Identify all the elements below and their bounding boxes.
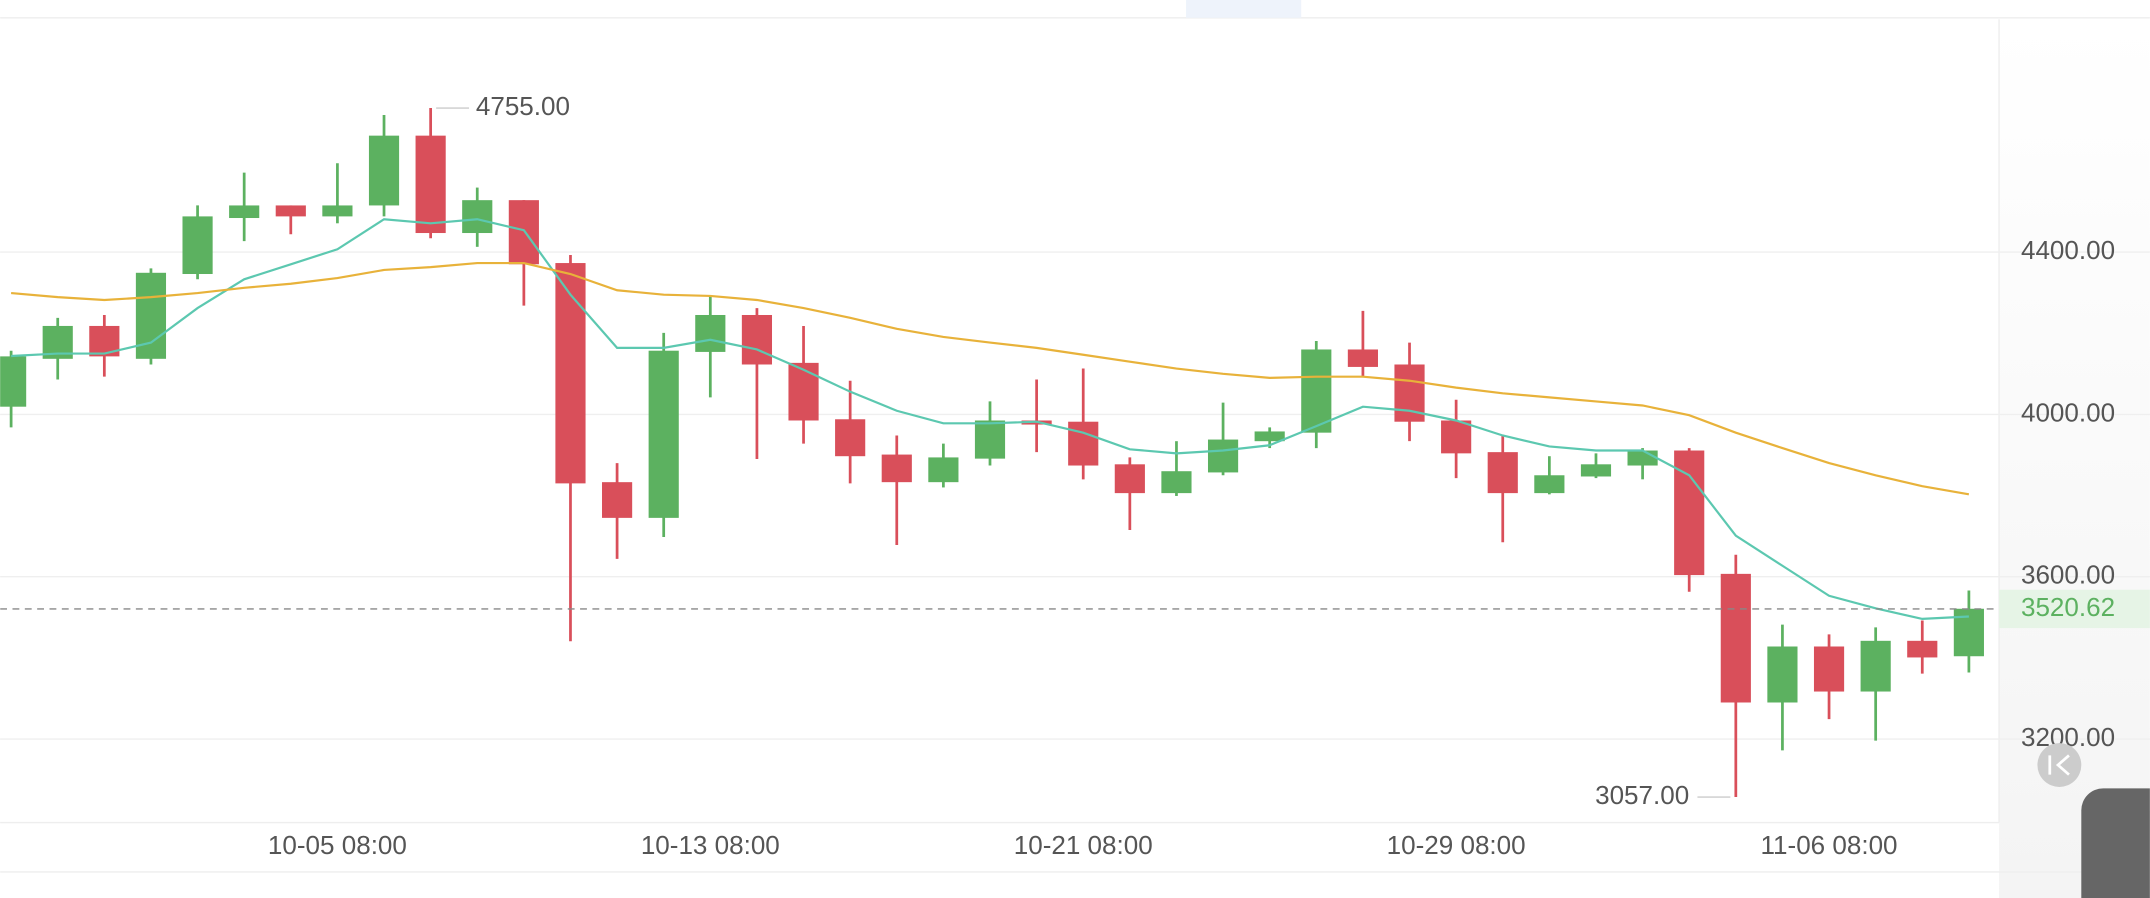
candle-body <box>1627 450 1658 466</box>
candle-body <box>881 454 912 483</box>
candle-body <box>1301 349 1332 433</box>
grid <box>0 251 2150 740</box>
plot-area <box>0 108 2000 798</box>
scroll-icon <box>2048 754 2070 776</box>
candle-body <box>1161 471 1192 494</box>
candle-body <box>928 457 959 483</box>
candle-body <box>0 356 27 407</box>
candle-body <box>1860 640 1891 692</box>
high-annotation: 4755.00 <box>476 91 570 121</box>
y-tick-label: 4000.00 <box>2021 397 2115 427</box>
low-annotation: 3057.00 <box>1595 780 1689 810</box>
candle-body <box>1114 464 1145 494</box>
current-price-label: 3520.62 <box>2021 592 2115 622</box>
candle-body <box>1720 573 1751 703</box>
candle-body <box>1674 450 1705 576</box>
moving-average-line <box>11 261 1970 496</box>
candle-body <box>1441 420 1472 454</box>
candle-body <box>648 350 679 518</box>
candle-body <box>695 314 726 352</box>
y-tick-label: 3600.00 <box>2021 560 2115 590</box>
candle-body <box>1813 646 1845 692</box>
candle-body <box>508 200 539 265</box>
x-tick-label: 10-05 08:00 <box>268 830 407 860</box>
candle-body <box>1347 349 1378 367</box>
candle-body <box>1487 452 1518 494</box>
moving-average-line <box>11 218 1969 621</box>
y-tick-label: 4400.00 <box>2021 235 2115 265</box>
candle-body <box>741 314 773 365</box>
candle-body <box>835 419 866 457</box>
x-tick-label: 10-29 08:00 <box>1387 830 1526 860</box>
candle-body <box>1580 464 1612 477</box>
candle-body <box>555 263 586 484</box>
candle-body <box>788 362 819 421</box>
candle-body <box>462 200 493 234</box>
tab-indicator <box>1186 0 1302 18</box>
candle-body <box>1254 431 1285 442</box>
candle-body <box>229 205 260 219</box>
x-tick-label: 10-21 08:00 <box>1014 830 1153 860</box>
x-tick-label: 11-06 08:00 <box>1761 830 1898 860</box>
current-price-tag <box>1999 589 2150 629</box>
candle-body <box>322 205 353 217</box>
candle-body <box>1953 608 1984 657</box>
candle-body <box>275 205 306 217</box>
candle-body <box>1534 475 1565 494</box>
candle-body <box>602 482 633 518</box>
candle-body <box>1207 439 1239 473</box>
candle-body <box>1907 640 1938 658</box>
candle-body <box>974 420 1006 459</box>
candle-body <box>368 135 400 206</box>
candle-body <box>1068 421 1099 466</box>
candle-body <box>415 135 446 234</box>
x-tick-label: 10-13 08:00 <box>641 830 780 860</box>
candle-body <box>1767 646 1798 703</box>
candle-body <box>182 216 213 275</box>
floating-panel <box>2081 788 2150 898</box>
